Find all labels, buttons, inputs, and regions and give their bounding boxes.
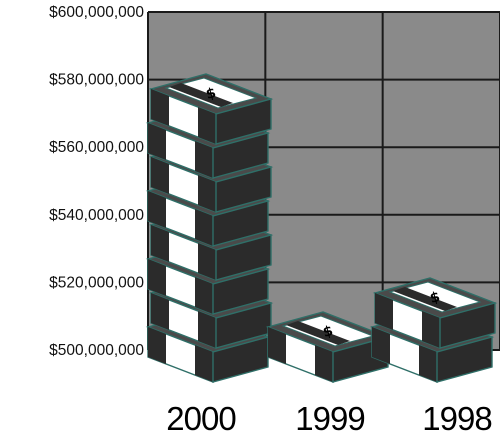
x-category-label: 2000 <box>166 400 236 437</box>
y-tick-label: $540,000,000 <box>49 207 144 224</box>
x-category-label: 1998 <box>422 400 491 437</box>
y-axis-tick-labels: $500,000,000 $520,000,000 $540,000,000 $560… <box>49 4 144 359</box>
y-tick-label: $580,000,000 <box>49 72 144 89</box>
bar-2000 <box>147 73 272 383</box>
x-axis-category-labels: 2000 1999 1998 <box>166 400 492 437</box>
x-category-label: 1999 <box>295 400 364 437</box>
y-tick-label: $520,000,000 <box>49 274 144 291</box>
y-tick-label: $600,000,000 <box>49 4 144 21</box>
y-tick-label: $560,000,000 <box>49 139 144 156</box>
y-tick-label: $500,000,000 <box>49 342 144 359</box>
